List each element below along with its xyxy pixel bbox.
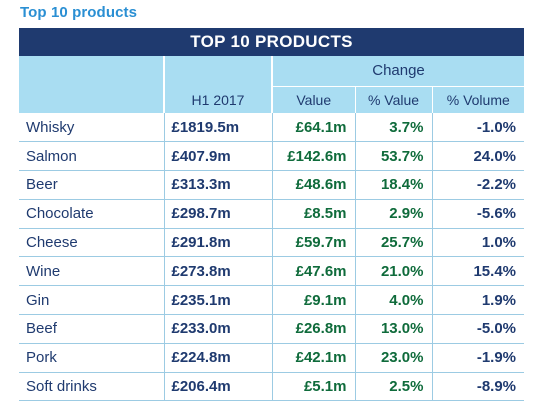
section-title: Top 10 products [20,4,138,21]
table-row: Wine £273.8m £47.6m 21.0% 15.4% [19,256,525,287]
cell-h1-2017: £291.8m [163,228,272,258]
table-row: Whisky £1819.5m £64.1m 3.7% -1.0% [19,113,525,143]
header-pct-volume: % Volume [431,86,525,113]
cell-h1-2017: £1819.5m [163,113,272,143]
cell-value: £64.1m [271,113,355,143]
cell-h1-2017: £298.7m [163,199,272,229]
cell-value: £5.1m [271,372,355,402]
cell-pct-volume: -5.0% [431,314,525,344]
cell-pct-value: 3.7% [354,113,432,143]
cell-product: Cheese [19,228,164,258]
table-row: Soft drinks £206.4m £5.1m 2.5% -8.9% [19,372,525,402]
cell-value: £8.5m [271,199,355,229]
cell-product: Beef [19,314,164,344]
cell-pct-value: 21.0% [354,256,432,287]
cell-h1-2017: £206.4m [163,372,272,402]
cell-pct-value: 2.5% [354,372,432,402]
cell-product: Beer [19,170,164,200]
cell-value: £47.6m [271,256,355,287]
cell-pct-volume: -2.2% [431,170,525,200]
cell-pct-value: 25.7% [354,228,432,258]
cell-pct-value: 53.7% [354,141,432,172]
table-row: Gin £235.1m £9.1m 4.0% 1.9% [19,285,525,316]
cell-h1-2017: £273.8m [163,256,272,287]
table-row: Cheese £291.8m £59.7m 25.7% 1.0% [19,228,525,258]
cell-value: £42.1m [271,343,355,373]
cell-pct-volume: -5.6% [431,199,525,229]
cell-value: £142.6m [271,141,355,172]
cell-product: Pork [19,343,164,373]
cell-product: Chocolate [19,199,164,229]
cell-pct-value: 4.0% [354,285,432,316]
cell-pct-value: 2.9% [354,199,432,229]
header-pct-value: % Value [354,86,432,113]
cell-h1-2017: £407.9m [163,141,272,172]
header-change: Change [270,56,525,87]
cell-pct-volume: 1.9% [431,285,525,316]
table-body: Whisky £1819.5m £64.1m 3.7% -1.0% Salmon… [19,113,525,402]
table-title: TOP 10 PRODUCTS [19,28,525,56]
cell-value: £48.6m [271,170,355,200]
cell-product: Soft drinks [19,372,164,402]
cell-h1-2017: £224.8m [163,343,272,373]
header-blank-h1 [163,56,272,86]
cell-value: £26.8m [271,314,355,344]
cell-pct-volume: -1.9% [431,343,525,373]
cell-product: Gin [19,285,164,316]
top-products-table: TOP 10 PRODUCTS Change H1 2017 Value % V… [19,28,525,402]
cell-product: Whisky [19,113,164,143]
cell-pct-value: 18.4% [354,170,432,200]
cell-pct-volume: 24.0% [431,141,525,172]
cell-pct-volume: 15.4% [431,256,525,287]
cell-h1-2017: £235.1m [163,285,272,316]
cell-product: Wine [19,256,164,287]
cell-value: £59.7m [271,228,355,258]
table-row: Salmon £407.9m £142.6m 53.7% 24.0% [19,141,525,172]
cell-pct-volume: -1.0% [431,113,525,143]
header-value: Value [271,86,355,113]
table-row: Beer £313.3m £48.6m 18.4% -2.2% [19,170,525,200]
cell-pct-volume: -8.9% [431,372,525,402]
table-row: Pork £224.8m £42.1m 23.0% -1.9% [19,343,525,373]
cell-pct-value: 13.0% [354,314,432,344]
cell-product: Salmon [19,141,164,172]
header-blank-product [19,56,164,86]
cell-value: £9.1m [271,285,355,316]
table-row: Beef £233.0m £26.8m 13.0% -5.0% [19,314,525,344]
cell-pct-volume: 1.0% [431,228,525,258]
cell-h1-2017: £313.3m [163,170,272,200]
table-row: Chocolate £298.7m £8.5m 2.9% -5.6% [19,199,525,229]
header-h1-2017: H1 2017 [163,86,272,113]
header-product [19,86,164,113]
cell-pct-value: 23.0% [354,343,432,373]
cell-h1-2017: £233.0m [163,314,272,344]
